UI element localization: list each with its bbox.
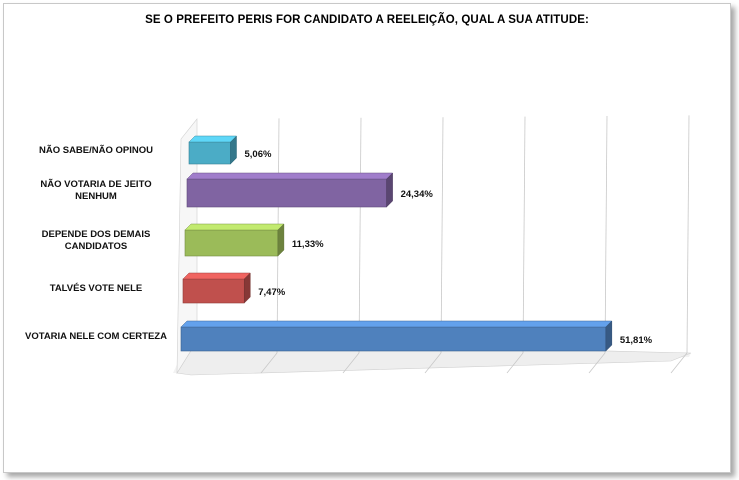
category-label-line: NÃO VOTARIA DE JEITO — [40, 179, 152, 190]
bar-end-3 — [244, 272, 251, 304]
gridline-50 — [604, 115, 608, 354]
gridline-floor-30 — [424, 352, 442, 374]
bar-end-2 — [277, 223, 285, 257]
category-label-1: NÃO VOTARIA DE JEITO NENHUM — [11, 179, 181, 203]
bar-2 — [184, 229, 279, 257]
category-label-line: DEPENDE DOS DEMAIS — [41, 229, 151, 240]
bar-top-1 — [186, 172, 394, 180]
gridline-floor-60 — [670, 352, 688, 374]
category-label-line: NÃO SABE/NÃO OPINOU — [38, 145, 153, 156]
gridline-floor-20 — [342, 352, 360, 374]
chart-frame: SE O PREFEITO PERIS FOR CANDIDATO A REEL… — [3, 3, 731, 473]
value-label-4: 51,81% — [620, 335, 653, 346]
category-label-0: NÃO SABE/NÃO OPINOU — [11, 145, 181, 157]
plot-area: 5,06% 24,34% 11,33% 7,47% 51,81% — [173, 107, 699, 376]
value-label-0: 5,06% — [244, 149, 271, 160]
value-label-3: 7,47% — [258, 287, 285, 298]
bar-4 — [180, 326, 607, 352]
bar-end-0 — [230, 135, 237, 165]
category-label-line: CANDIDATOS — [64, 241, 128, 252]
category-label-2: DEPENDE DOS DEMAIS CANDIDATOS — [11, 229, 181, 253]
category-label-4: VOTARIA NELE COM CERTEZA — [11, 331, 181, 343]
bar-1 — [186, 178, 387, 208]
bar-top-2 — [184, 223, 285, 231]
gridline-30 — [440, 117, 444, 354]
category-label-line: NENHUM — [75, 191, 117, 202]
bar-3 — [182, 278, 245, 304]
value-label-2: 11,33% — [292, 239, 324, 250]
bar-end-1 — [386, 172, 393, 208]
bar-end-4 — [605, 320, 613, 352]
chart-title: SE O PREFEITO PERIS FOR CANDIDATO A REEL… — [145, 14, 589, 26]
bar-0 — [188, 141, 231, 165]
category-label-3: TALVÉS VOTE NELE — [11, 283, 181, 295]
gridline-40 — [522, 116, 526, 354]
bar-top-3 — [182, 272, 251, 280]
category-label-line: VOTARIA NELE COM CERTEZA — [25, 331, 167, 342]
category-label-line: TALVÉS VOTE NELE — [49, 283, 143, 294]
bar-top-4 — [180, 320, 613, 328]
gridline-floor-10 — [260, 352, 278, 374]
back-wall — [195, 107, 699, 335]
gridline-floor-50 — [588, 352, 606, 374]
gridline-20 — [358, 117, 362, 354]
value-label-1: 24,34% — [401, 189, 434, 200]
bar-top-0 — [188, 135, 238, 143]
gridline-60 — [686, 115, 690, 354]
gridline-floor-40 — [506, 352, 524, 374]
